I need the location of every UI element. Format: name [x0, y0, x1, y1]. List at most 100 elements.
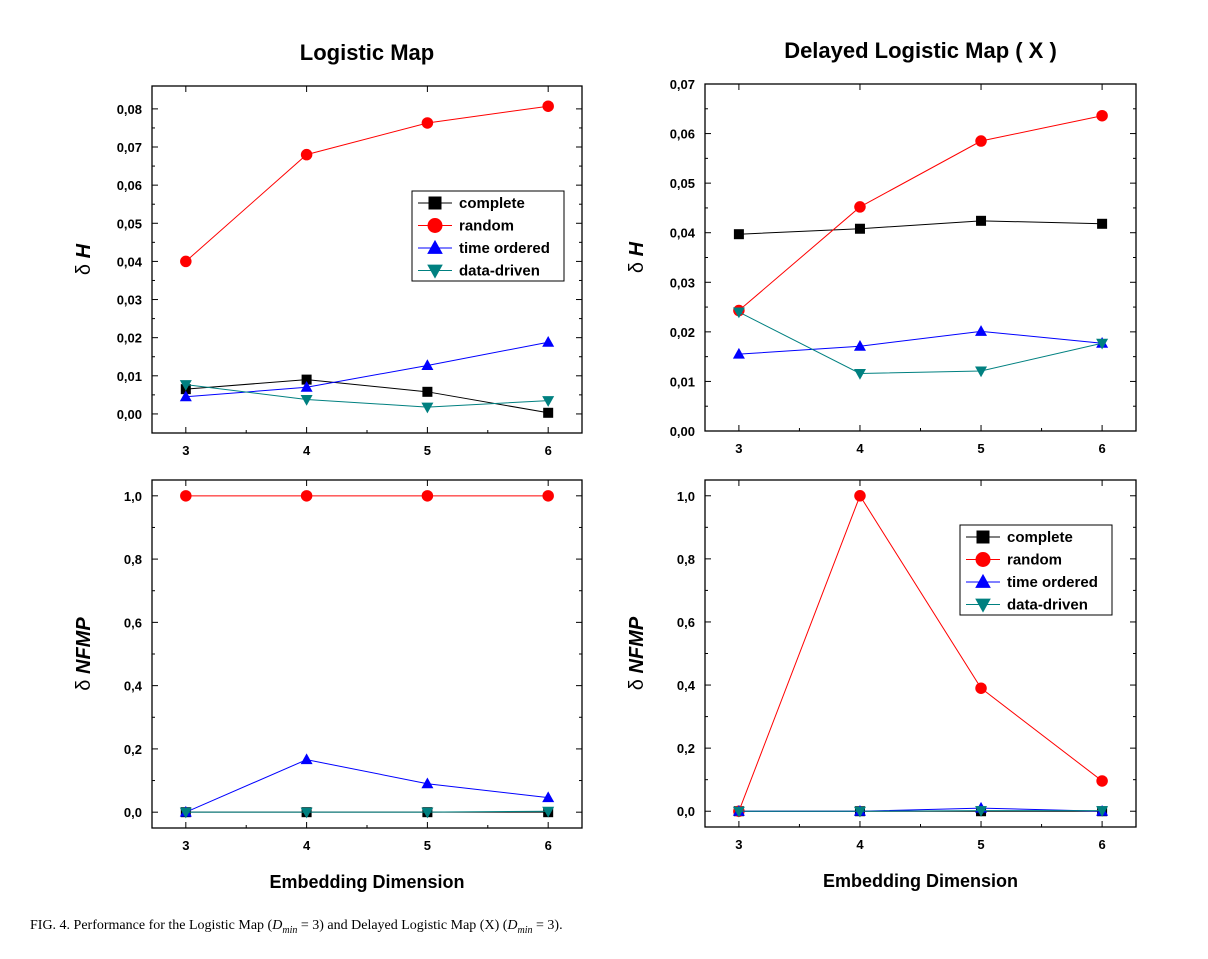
series-line	[185, 379, 549, 414]
series-complete	[180, 374, 554, 418]
y-tick-label: 0,06	[670, 127, 695, 142]
x-tick-label: 5	[424, 838, 431, 853]
legend-entry: data-driven	[459, 263, 540, 280]
legend-entry: time ordered	[1007, 574, 1098, 591]
series-line	[185, 810, 549, 813]
y-axis-label-var: NFMP	[626, 616, 648, 673]
data-point	[421, 402, 434, 414]
legend-marker	[976, 530, 990, 544]
x-tick-label: 3	[735, 441, 742, 456]
series-line	[185, 341, 549, 398]
series-line	[738, 494, 1103, 812]
data-point	[300, 753, 313, 765]
legend-marker	[427, 264, 443, 279]
y-axis-label-var: H	[73, 243, 95, 258]
plot-frame	[704, 83, 1137, 432]
y-axis-label-var: NFMP	[73, 617, 95, 674]
y-tick-label: 0,08	[117, 102, 142, 117]
y-axis-label: δ NFMP	[626, 616, 648, 690]
y-tick-label: 1,0	[677, 489, 695, 504]
x-tick-label: 6	[545, 838, 552, 853]
caption-d2: D	[507, 918, 518, 933]
data-point	[301, 374, 312, 385]
x-tick-label: 4	[303, 838, 311, 853]
y-axis-label-symbol: δ	[626, 673, 648, 690]
data-point	[975, 806, 988, 817]
y-axis-label: δ H	[626, 241, 648, 273]
y-tick-label: 0,8	[677, 552, 695, 567]
y-tick-label: 0,01	[670, 374, 695, 389]
series-line	[738, 330, 1103, 355]
y-tick-label: 0,04	[117, 254, 143, 269]
y-tick-label: 0,8	[124, 552, 142, 567]
series-line	[738, 220, 1103, 235]
data-point	[853, 339, 866, 351]
data-point	[975, 682, 987, 694]
series-line	[185, 384, 549, 408]
legend-marker	[427, 218, 443, 233]
data-point	[853, 368, 866, 380]
y-tick-label: 0,03	[117, 293, 142, 308]
y-tick-label: 0,01	[117, 369, 142, 384]
data-point	[179, 807, 192, 819]
y-tick-label: 0,00	[670, 424, 695, 439]
chart-br: 3 4 5 6 0,0 0,2 0,4 0,6 0,8 1,0 δ NFMP Embedding Di…	[626, 479, 1137, 891]
data-point	[854, 223, 865, 234]
x-tick-label: 5	[977, 441, 984, 456]
series-data-driven	[732, 307, 1109, 380]
y-tick-label: 0,02	[117, 331, 142, 346]
series-random	[180, 490, 554, 502]
data-point	[180, 255, 192, 268]
y-tick-label: 0,4	[124, 679, 143, 694]
caption-sub1: min	[282, 924, 298, 936]
y-tick-label: 0,6	[124, 615, 142, 630]
y-tick-label: 0,4	[677, 678, 696, 693]
data-point	[300, 394, 313, 406]
chart-bl: 3 4 5 6 0,0 0,2 0,4 0,6 0,8 1,0 δ NFMP Embedding Di…	[73, 479, 583, 892]
legend-entry: data-driven	[1007, 597, 1088, 614]
series-time-ordered	[179, 335, 555, 402]
legend: complete random time ordered data-driven	[959, 524, 1113, 616]
data-point	[300, 807, 313, 819]
series-time-ordered	[732, 801, 1109, 816]
y-tick-label: 0,04	[670, 226, 696, 241]
chart-tr: Delayed Logistic Map ( X ) 3 4 5 6 0,00 0,01 0,…	[626, 38, 1137, 456]
x-tick-label: 4	[856, 441, 864, 456]
data-point	[179, 380, 192, 391]
series-line	[185, 759, 549, 813]
data-point	[542, 396, 555, 407]
data-point	[975, 135, 987, 147]
y-tick-label: 0,2	[124, 742, 142, 757]
series-line	[185, 105, 549, 262]
x-tick-label: 3	[182, 443, 189, 458]
data-point	[1096, 775, 1108, 787]
legend-marker	[975, 573, 991, 588]
data-point	[1096, 109, 1108, 122]
series-line	[738, 311, 1103, 374]
series-time-ordered	[732, 325, 1109, 359]
legend-entry: random	[1007, 552, 1062, 569]
chart-tl: Logistic Map 3 4 5 6 0,00 0,01 0,02 0,03 0,04 0,05…	[73, 40, 583, 458]
series-random	[180, 100, 554, 268]
data-point	[1096, 806, 1109, 817]
x-tick-label: 3	[182, 838, 189, 853]
data-point	[300, 148, 313, 161]
x-tick-label: 5	[424, 443, 431, 458]
data-point	[542, 806, 555, 818]
legend-entry: complete	[459, 195, 525, 212]
data-point	[1097, 218, 1108, 229]
data-point	[421, 117, 434, 129]
y-axis-label-symbol: δ	[626, 256, 648, 273]
data-point	[854, 490, 866, 502]
data-point	[300, 380, 313, 392]
x-tick-label: 4	[303, 443, 311, 458]
data-point	[976, 215, 987, 226]
data-point	[422, 386, 433, 397]
y-axis-label-var: H	[626, 241, 648, 256]
x-tick-label: 6	[1098, 441, 1105, 456]
y-tick-label: 0,07	[670, 77, 695, 92]
data-point	[542, 490, 554, 502]
y-axis-label-symbol: δ	[73, 674, 95, 691]
data-point	[542, 791, 555, 803]
